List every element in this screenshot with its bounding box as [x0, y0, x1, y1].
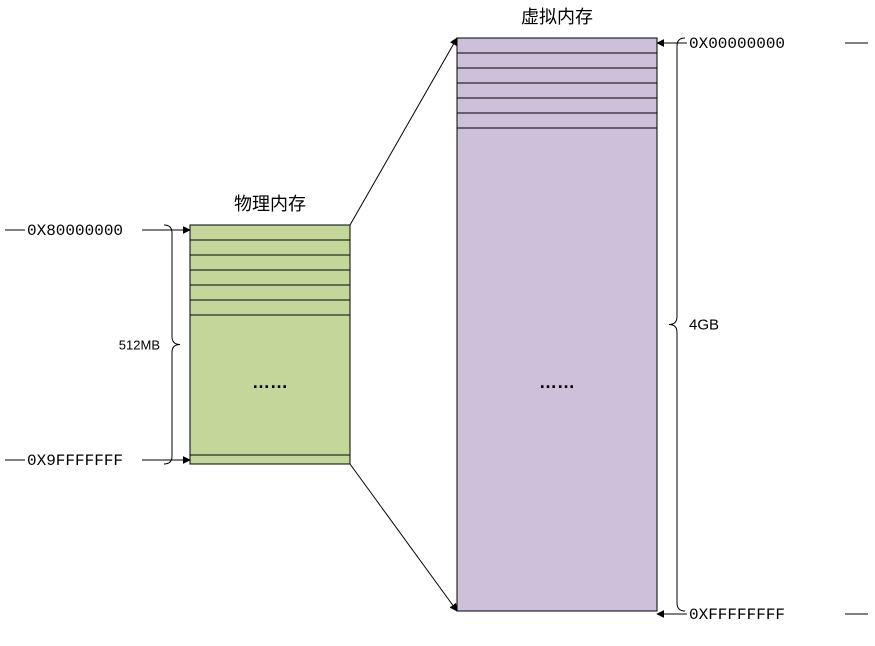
virtual-ellipsis: ……: [539, 372, 575, 392]
physical-ellipsis: ……: [252, 372, 288, 392]
virtual-addr-bottom: 0XFFFFFFFF: [689, 606, 785, 624]
connector-bottom: [350, 464, 457, 611]
virtual-size-bracket: [669, 38, 685, 611]
connector-top: [350, 38, 457, 225]
physical-size-label: 512MB: [119, 338, 160, 353]
virtual-size-label: 4GB: [689, 317, 719, 334]
virtual-title: 虚拟内存: [521, 7, 593, 27]
physical-title: 物理内存: [234, 194, 306, 214]
physical-block: [190, 225, 350, 464]
virtual-addr-top: 0X00000000: [689, 35, 785, 53]
physical-addr-top: 0X80000000: [27, 222, 123, 240]
physical-size-bracket: [164, 225, 180, 464]
physical-addr-bottom: 0X9FFFFFFF: [27, 452, 123, 470]
virtual-block: [457, 38, 657, 611]
